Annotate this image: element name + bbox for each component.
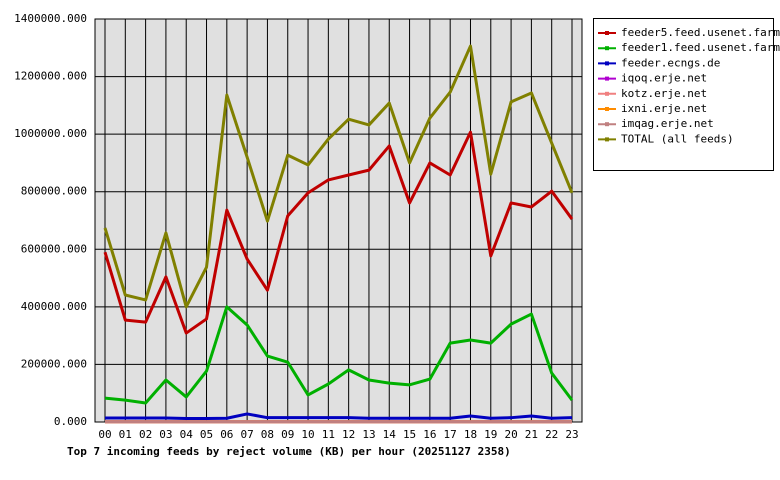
legend-label: TOTAL (all feeds)	[621, 132, 734, 145]
y-tick-label: 0.000	[54, 415, 87, 428]
legend-marker	[605, 61, 609, 66]
series-line	[105, 412, 573, 421]
y-tick-label: 1400000.000	[14, 12, 87, 25]
legend-marker	[605, 31, 609, 35]
x-tick-label: 00	[98, 428, 111, 441]
x-tick-label: 08	[261, 428, 274, 441]
x-tick-label: 23	[565, 428, 578, 441]
legend-marker	[605, 107, 609, 111]
y-tick-label: 600000.000	[21, 242, 87, 255]
x-tick-label: 22	[545, 428, 558, 441]
x-tick-label: 13	[362, 428, 375, 441]
series-line	[104, 305, 574, 405]
plot-area	[95, 19, 582, 422]
legend-label: imqag.erje.net	[621, 117, 714, 130]
legend-marker	[605, 76, 609, 81]
x-tick-label: 01	[119, 428, 132, 441]
x-tick-label: 18	[464, 428, 477, 441]
legend-label: kotz.erje.net	[621, 87, 707, 100]
legend-label: feeder.ecngs.de	[621, 56, 720, 69]
y-tick-label: 1200000.000	[14, 70, 87, 83]
legend-marker	[605, 137, 609, 142]
series-line	[103, 44, 574, 309]
x-tick-label: 05	[200, 428, 213, 441]
x-tick-label: 11	[322, 428, 335, 441]
x-tick-label: 03	[159, 428, 172, 441]
legend-marker	[605, 122, 609, 127]
x-tick-label: 15	[403, 428, 416, 441]
y-tick-label: 400000.000	[21, 300, 87, 313]
x-tick-label: 21	[525, 428, 538, 441]
y-tick-label: 800000.000	[21, 185, 87, 198]
x-tick-label: 06	[220, 428, 233, 441]
series-line	[103, 130, 574, 335]
x-tick-label: 09	[281, 428, 294, 441]
legend-marker	[605, 46, 609, 51]
legend-label: iqoq.erje.net	[621, 72, 707, 85]
chart-title: Top 7 incoming feeds by reject volume (K…	[67, 445, 511, 458]
x-tick-label: 20	[504, 428, 517, 441]
y-tick-label: 200000.000	[21, 357, 87, 370]
x-tick-label: 07	[241, 428, 254, 441]
legend-label: feeder5.feed.usenet.farm	[621, 26, 780, 39]
x-tick-label: 12	[342, 428, 355, 441]
x-tick-label: 17	[444, 428, 457, 441]
x-tick-label: 04	[180, 428, 194, 441]
x-tick-label: 19	[484, 428, 497, 441]
legend	[593, 18, 774, 171]
legend-label: ixni.erje.net	[621, 102, 707, 115]
x-tick-label: 02	[139, 428, 152, 441]
legend-label: feeder1.feed.usenet.farm	[621, 41, 780, 54]
x-tick-label: 16	[423, 428, 436, 441]
x-tick-label: 14	[383, 428, 397, 441]
x-tick-label: 10	[301, 428, 314, 441]
y-tick-label: 1000000.000	[14, 127, 87, 140]
legend-marker	[605, 91, 609, 96]
